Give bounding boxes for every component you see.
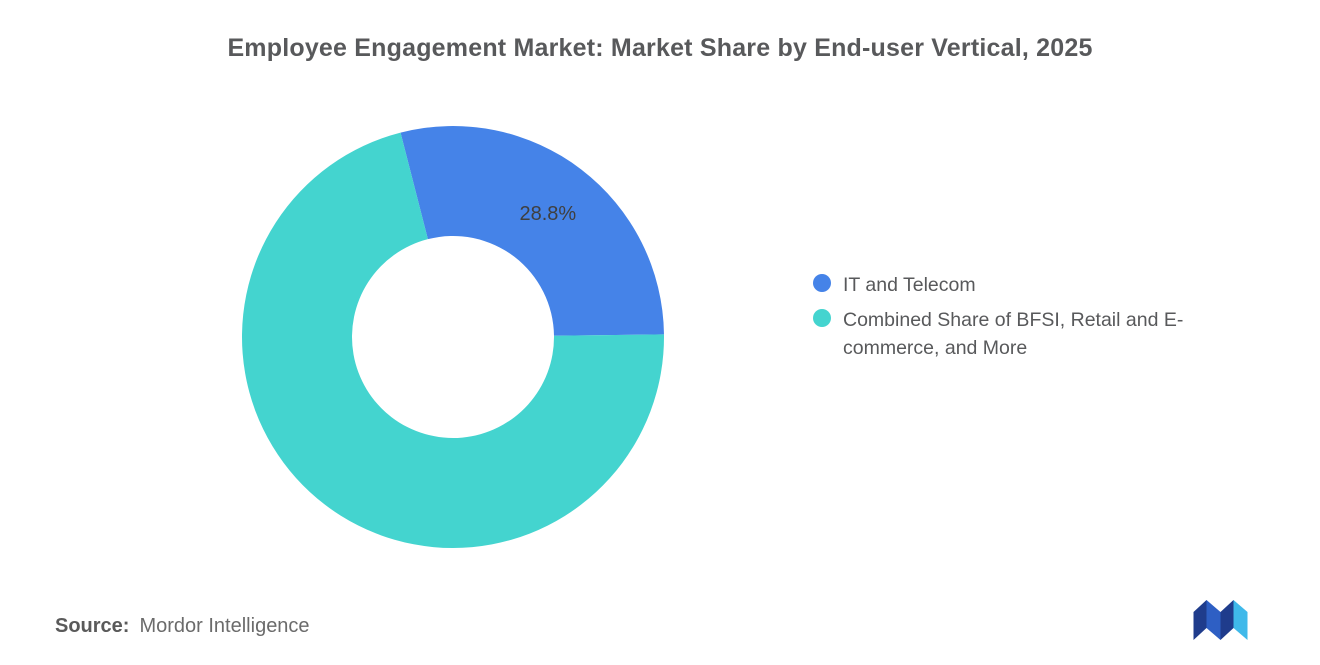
source-line: Source: Mordor Intelligence: [55, 615, 310, 638]
chart-legend: IT and Telecom Combined Share of BFSI, R…: [813, 271, 1208, 362]
mordor-intelligence-logo: [1193, 600, 1248, 640]
logo-shape-4: [1233, 600, 1248, 640]
logo-shape-2: [1206, 600, 1221, 640]
legend-label: Combined Share of BFSI, Retail and E-com…: [843, 309, 1184, 359]
donut-chart-svg: 28.8%: [242, 126, 664, 548]
source-label: Source:: [55, 615, 130, 637]
logo-shape-1: [1193, 600, 1207, 640]
legend-swatch: [813, 309, 831, 327]
donut-chart: 28.8%: [233, 117, 673, 557]
legend-swatch: [813, 274, 831, 292]
logo-shape-3: [1220, 600, 1234, 640]
legend-label: IT and Telecom: [843, 274, 976, 296]
legend-item: Combined Share of BFSI, Retail and E-com…: [813, 306, 1208, 362]
donut-segment: [400, 126, 664, 336]
source-value: Mordor Intelligence: [139, 615, 310, 637]
chart-title: Employee Engagement Market: Market Share…: [227, 34, 1093, 62]
legend-item: IT and Telecom: [813, 271, 1208, 299]
donut-segment: [242, 132, 664, 548]
donut-data-label: 28.8%: [519, 203, 576, 225]
